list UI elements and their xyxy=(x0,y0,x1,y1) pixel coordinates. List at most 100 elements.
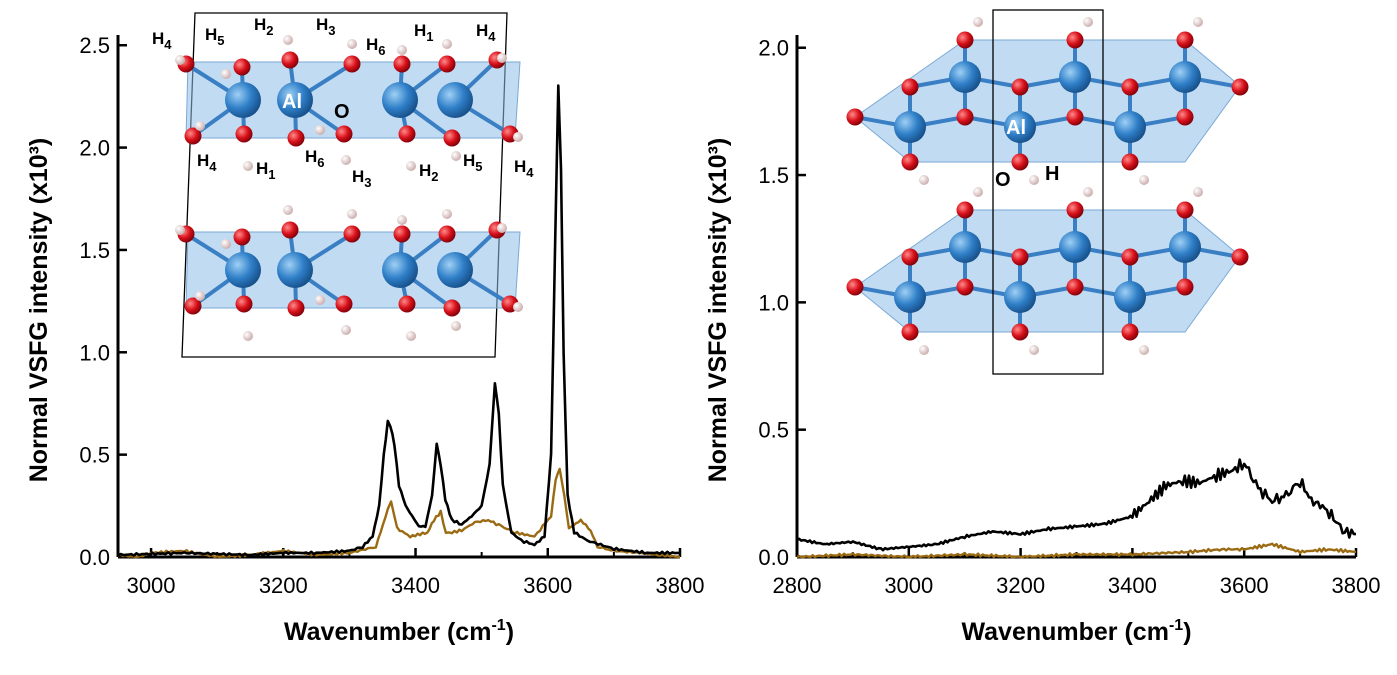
o-atom xyxy=(1066,201,1084,219)
o-atom xyxy=(1011,78,1029,96)
h-atom xyxy=(919,345,929,355)
al-label: Al xyxy=(1006,117,1026,139)
o-atom xyxy=(901,153,919,171)
h-atom xyxy=(315,295,325,305)
octahedron xyxy=(854,39,1241,163)
al-atom xyxy=(949,61,981,93)
right-chart: 0.0 0.5 1.0 1.5 2.0 2800 3000 3200 3400 3600 3800 W… xyxy=(704,9,1380,646)
h-atom xyxy=(1029,345,1039,355)
h-atom xyxy=(1083,17,1093,27)
o-atom xyxy=(393,225,411,243)
o-atom xyxy=(287,299,305,317)
al-atom xyxy=(437,82,473,118)
y-tick-label: 0.5 xyxy=(758,418,789,443)
o-atom xyxy=(443,299,461,317)
y-tick-label: 1.5 xyxy=(758,163,789,188)
o-atom xyxy=(1011,248,1029,266)
x-tick-label: 3000 xyxy=(884,573,933,598)
h-atom xyxy=(397,215,407,225)
al-atom xyxy=(382,82,418,118)
h-atom xyxy=(497,223,507,233)
o-label: O xyxy=(995,169,1011,191)
o-atom xyxy=(956,278,974,296)
h-atom xyxy=(1029,175,1039,185)
x-tick-label: 3600 xyxy=(1220,573,1269,598)
al-atom xyxy=(1169,61,1201,93)
h-label: H1 xyxy=(414,21,434,44)
series-line-black xyxy=(796,458,1357,552)
x-tick-label: 3000 xyxy=(127,573,176,598)
o-atom xyxy=(1066,278,1084,296)
y-tick-label: 0.5 xyxy=(79,443,110,468)
h-atom xyxy=(341,325,351,335)
x-tick-label: 3800 xyxy=(656,573,705,598)
h-atom xyxy=(175,225,185,235)
al-atom xyxy=(1059,231,1091,263)
al-atom xyxy=(894,281,926,313)
o-label: O xyxy=(334,101,350,123)
o-atom xyxy=(1121,78,1139,96)
o-atom xyxy=(343,225,361,243)
h-label: H5 xyxy=(205,25,225,48)
o-atom xyxy=(1121,153,1139,171)
h-atom xyxy=(1193,187,1203,197)
o-atom xyxy=(398,125,416,143)
h-atom xyxy=(442,39,452,49)
x-axis-title: Wavenumber (cm-1) xyxy=(961,617,1191,646)
o-atom xyxy=(846,108,864,126)
o-atom xyxy=(901,323,919,341)
h-atom xyxy=(283,35,293,45)
h-label: H3 xyxy=(316,15,336,38)
y-tick-label: 1.0 xyxy=(79,340,110,365)
o-atom xyxy=(1231,248,1249,266)
unit-cell-frame xyxy=(992,9,1104,375)
y-tick-label: 0.0 xyxy=(79,545,110,570)
h-label: H xyxy=(1045,163,1059,185)
x-tick-label: 3600 xyxy=(523,573,572,598)
h-atom xyxy=(315,125,325,135)
h-label: H6 xyxy=(366,35,386,58)
h-atom xyxy=(1083,187,1093,197)
y-axis-title: Normal VSFG intensity (x10³) xyxy=(25,138,53,483)
h-label: H4 xyxy=(152,29,172,52)
o-atom xyxy=(281,51,299,69)
x-axis-title: Wavenumber (cm-1) xyxy=(284,617,514,646)
h-atom xyxy=(497,53,507,63)
h-label: H3 xyxy=(352,167,372,190)
o-atom xyxy=(235,295,253,313)
o-atom xyxy=(438,225,456,243)
o-atom xyxy=(343,55,361,73)
h-atom xyxy=(243,331,253,341)
h-label: H4 xyxy=(514,157,534,180)
h-atom xyxy=(221,69,231,79)
o-atom xyxy=(901,78,919,96)
h-atom xyxy=(451,321,461,331)
o-atom xyxy=(1011,323,1029,341)
o-atom xyxy=(184,297,202,315)
o-atom xyxy=(287,129,305,147)
right-inset-atoms xyxy=(846,17,1249,355)
al-atom xyxy=(277,82,313,118)
h-atom xyxy=(406,161,416,171)
al-atom xyxy=(437,252,473,288)
h-atom xyxy=(221,239,231,249)
y-tick-label: 0.0 xyxy=(758,545,789,570)
h-label: H4 xyxy=(476,21,496,44)
al-atom xyxy=(225,82,261,118)
left-structure-inset: H4 H5 H2 H3 H6 H1 H4 H4 H1 H6 H3 H2 H5 H… xyxy=(152,12,534,358)
o-atom xyxy=(393,55,411,73)
al-atom xyxy=(382,252,418,288)
o-atom xyxy=(1066,108,1084,126)
o-atom xyxy=(335,295,353,313)
y-tick-label: 2.5 xyxy=(79,33,110,58)
h-atom xyxy=(341,155,351,165)
o-atom xyxy=(443,129,461,147)
left-inset-atoms xyxy=(175,35,523,341)
h-atom xyxy=(175,55,185,65)
al-atom xyxy=(277,252,313,288)
y-tick-label: 1.5 xyxy=(79,238,110,263)
h-atom xyxy=(513,132,523,142)
y-axis-title: Normal VSFG intensity (x10³) xyxy=(704,138,732,483)
h-atom xyxy=(973,187,983,197)
